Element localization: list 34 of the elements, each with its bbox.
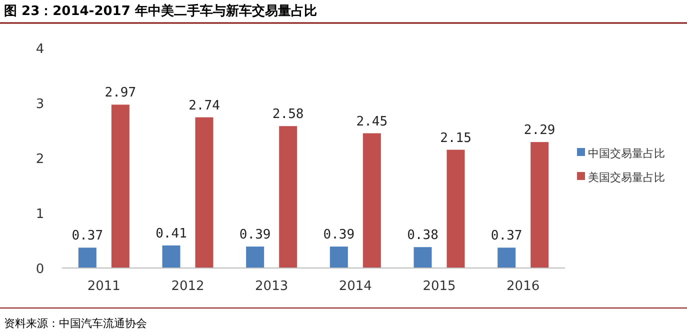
- bar: [279, 126, 298, 268]
- x-tick-label: 2013: [255, 279, 288, 294]
- bar: [414, 247, 432, 268]
- bar: [111, 104, 130, 268]
- data-label: 0.39: [239, 228, 271, 243]
- data-label: 0.38: [407, 228, 438, 244]
- bar: [195, 117, 214, 268]
- data-label: 0.37: [490, 228, 522, 244]
- data-label: 2.15: [440, 130, 472, 146]
- text: 资料来源：中国汽车流通协会: [4, 317, 147, 330]
- data-label: 0.37: [72, 228, 104, 244]
- data-label: 2.45: [356, 114, 388, 130]
- bar: [446, 150, 465, 268]
- data-label: 0.41: [156, 226, 187, 242]
- x-tick-label: 2012: [171, 279, 204, 294]
- data-label: 2.29: [524, 123, 556, 138]
- bar: [362, 133, 381, 268]
- legend-label: 美国交易量占比: [588, 171, 665, 184]
- data-label: 0.39: [323, 228, 355, 243]
- x-tick-label: 2011: [87, 279, 120, 294]
- bar: [162, 245, 180, 268]
- data-label: 2.74: [188, 98, 220, 114]
- x-tick-label: 2016: [506, 279, 540, 294]
- bar: [530, 142, 549, 268]
- bar: [330, 246, 348, 268]
- x-tick-label: 2015: [422, 279, 456, 294]
- bar: [78, 248, 96, 268]
- legend-label: 中国交易量占比: [588, 147, 665, 160]
- chart-title: 图 23：2014-2017 年中美二手车与新车交易量占比: [4, 3, 317, 19]
- bar: [246, 246, 264, 268]
- data-label: 2.97: [104, 86, 136, 101]
- bar: [498, 248, 516, 268]
- x-tick-label: 2014: [338, 279, 372, 294]
- data-label: 2.58: [272, 107, 304, 122]
